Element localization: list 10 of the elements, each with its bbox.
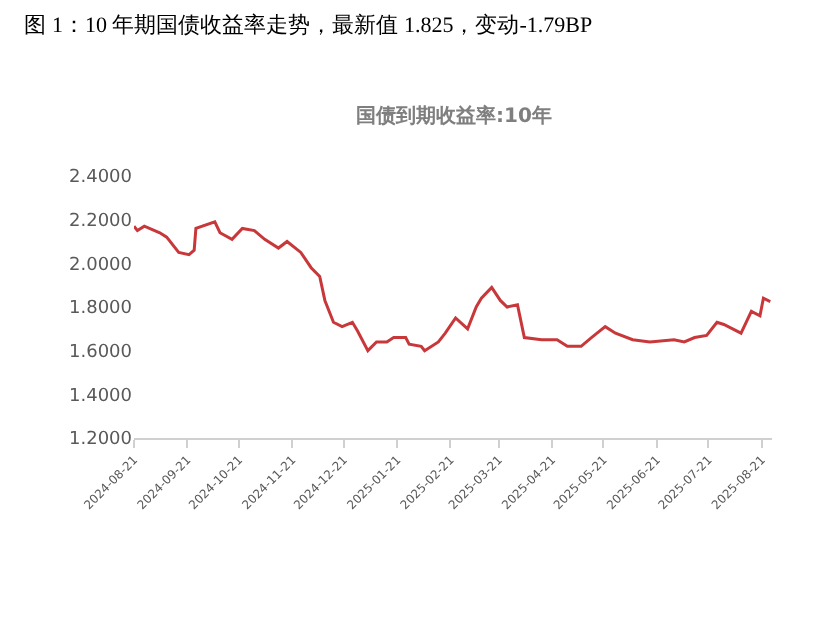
line-series bbox=[134, 220, 772, 353]
y-tick-label: 2.2000 bbox=[69, 211, 133, 232]
chart-title: 图 1：10 年期国债收益率走势，最新值 1.825，变动-1.79BP bbox=[24, 11, 593, 38]
y-tick-label: 1.6000 bbox=[69, 342, 133, 363]
y-tick-label: 2.0000 bbox=[69, 255, 133, 276]
chart-subtitle: 国债到期收益率:10年 bbox=[356, 104, 552, 128]
y-tick-label: 1.2000 bbox=[69, 430, 133, 451]
y-tick-label: 1.4000 bbox=[69, 386, 133, 407]
y-tick-label: 2.4000 bbox=[69, 168, 133, 189]
y-tick-label: 1.8000 bbox=[69, 299, 133, 320]
